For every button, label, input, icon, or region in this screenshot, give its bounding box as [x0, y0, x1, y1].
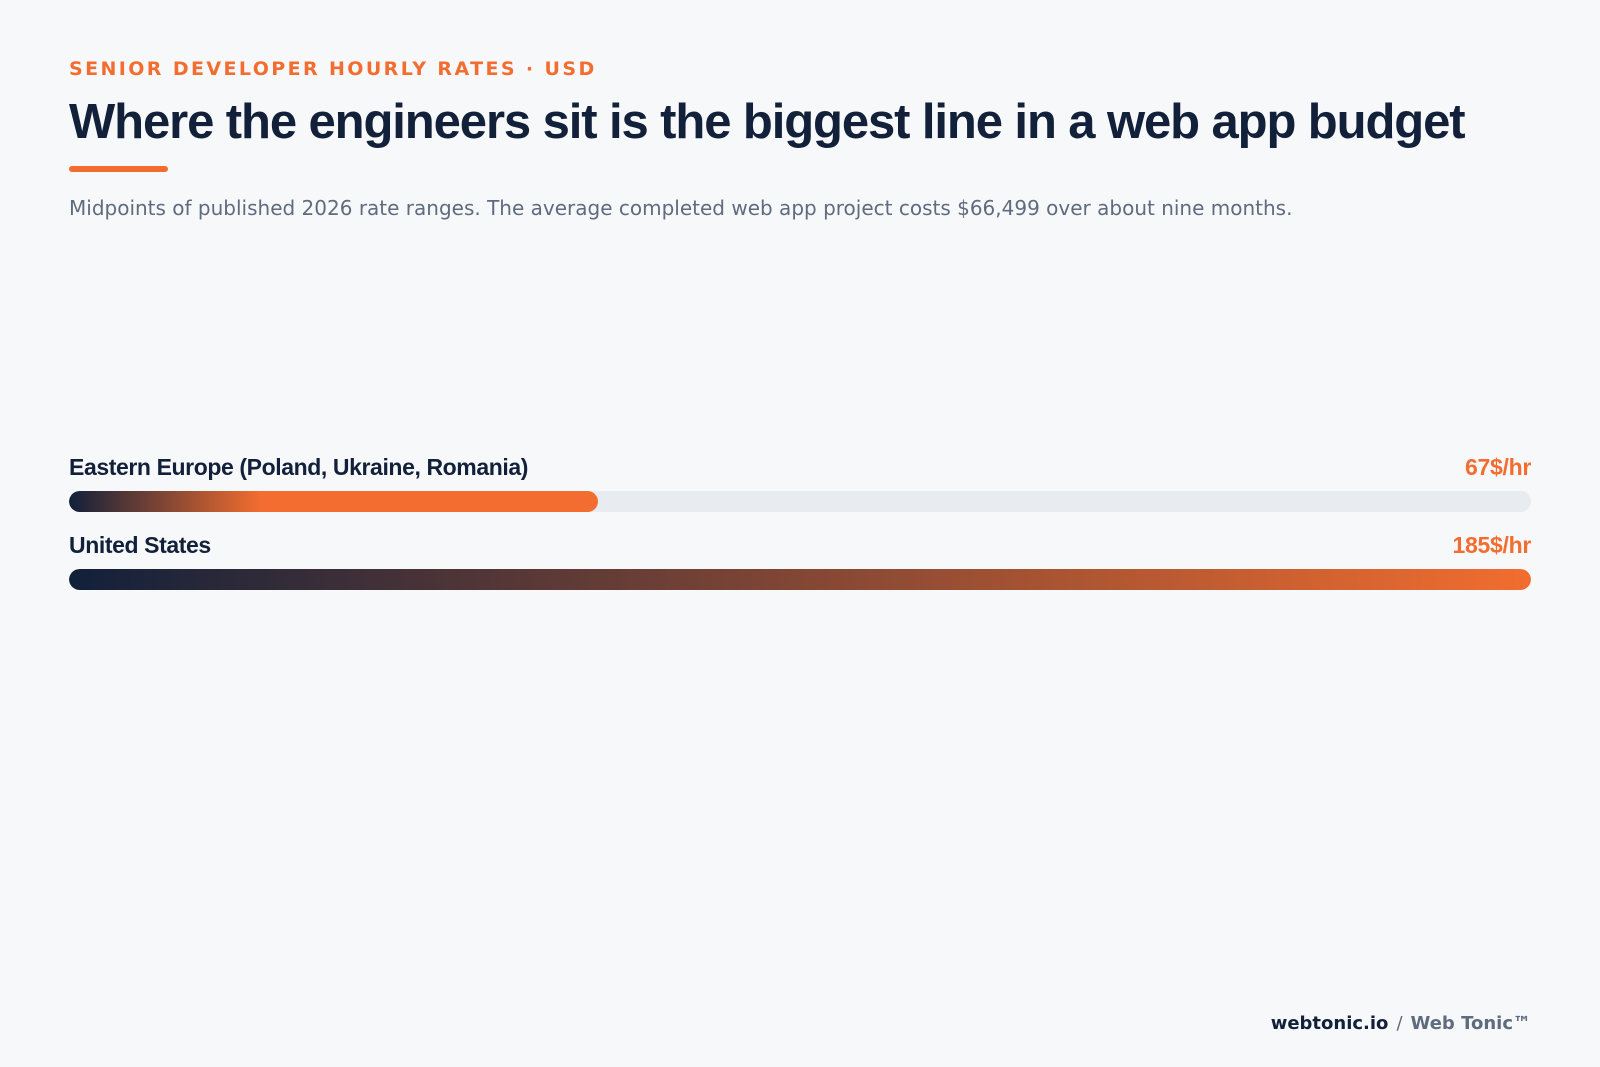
bar-label: Eastern Europe (Poland, Ukraine, Romania… — [69, 454, 529, 480]
chart-title: Where the engineers sit is the biggest l… — [69, 95, 1466, 149]
bar-header: United States 185$/hr — [69, 530, 1531, 562]
bar-fill — [69, 569, 1531, 590]
bar-value-label: 185$/hr — [1452, 532, 1532, 558]
bar-chart: Eastern Europe (Poland, Ukraine, Romania… — [69, 452, 1531, 608]
bar-header: Eastern Europe (Poland, Ukraine, Romania… — [69, 452, 1531, 484]
footer-credit: webtonic.io / Web Tonic™ — [1271, 1013, 1531, 1034]
footer-brand: Web Tonic™ — [1410, 1013, 1531, 1034]
bar-row: Eastern Europe (Poland, Ukraine, Romania… — [69, 452, 1531, 530]
bar-value-label: 67$/hr — [1465, 454, 1531, 480]
chart-subtitle: Midpoints of published 2026 rate ranges.… — [69, 196, 1293, 220]
chart-eyebrow: SENIOR DEVELOPER HOURLY RATES · USD — [69, 58, 597, 80]
bar-track — [69, 491, 1531, 512]
bar-row: United States 185$/hr — [69, 530, 1531, 608]
bar-track — [69, 569, 1531, 590]
footer-domain-link[interactable]: webtonic.io — [1270, 1013, 1389, 1034]
title-accent-rule — [69, 166, 168, 172]
bar-label: United States — [69, 532, 211, 558]
footer-separator: / — [1396, 1013, 1403, 1034]
bar-fill — [69, 491, 599, 512]
